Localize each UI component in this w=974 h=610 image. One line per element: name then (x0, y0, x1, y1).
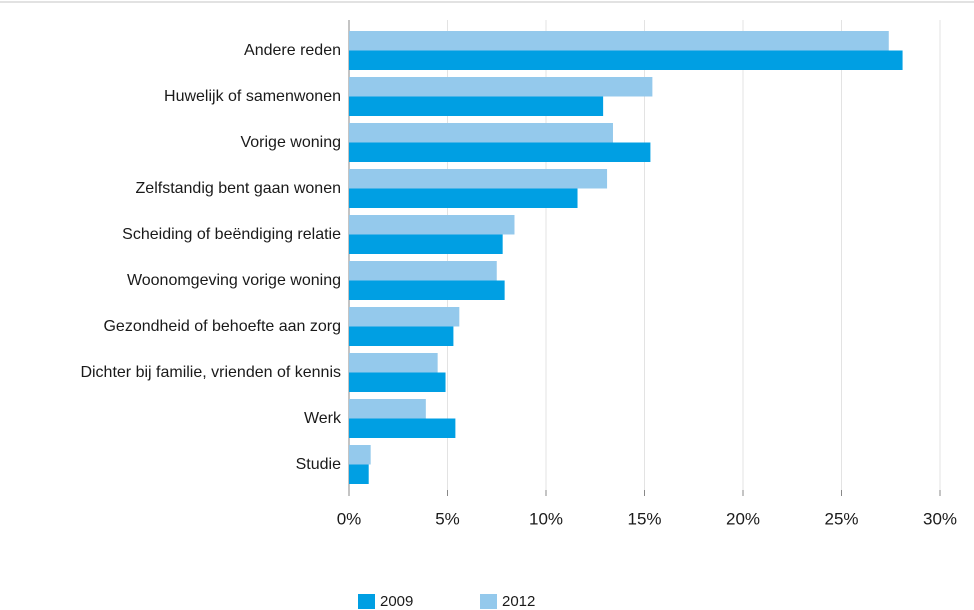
bar (349, 142, 651, 162)
bar (349, 307, 460, 327)
y-tick-label: Scheiding of beëndiging relatie (122, 226, 341, 243)
y-tick-label: Woonomgeving vorige woning (127, 272, 341, 289)
bar (349, 399, 426, 419)
y-tick-label: Gezondheid of behoefte aan zorg (103, 318, 341, 335)
bar (349, 234, 503, 254)
y-tick-label: Studie (296, 456, 341, 473)
y-tick-label: Andere reden (244, 42, 341, 59)
legend-label: 2012 (502, 593, 535, 610)
x-tick-label: 20% (726, 509, 760, 528)
x-tick-label: 15% (627, 509, 661, 528)
bar (349, 418, 456, 438)
bar (349, 353, 438, 373)
y-tick-label: Werk (304, 410, 342, 427)
x-tick-label: 0% (337, 509, 362, 528)
bar (349, 326, 454, 346)
y-tick-label: Vorige woning (240, 134, 341, 151)
bar (349, 188, 578, 208)
x-tick-label: 5% (435, 509, 460, 528)
bar (349, 372, 446, 392)
bar (349, 215, 515, 235)
bar (349, 77, 653, 97)
x-tick-label: 25% (824, 509, 858, 528)
x-tick-label: 30% (923, 509, 957, 528)
x-tick-label: 10% (529, 509, 563, 528)
y-tick-label: Huwelijk of samenwonen (164, 88, 341, 105)
legend-swatch (480, 594, 497, 609)
bar (349, 50, 903, 70)
bar (349, 445, 371, 465)
bar (349, 123, 613, 143)
y-tick-label: Dichter bij familie, vrienden of kennis (80, 364, 341, 381)
legend-swatch (358, 594, 375, 609)
bar (349, 96, 604, 116)
bar (349, 261, 497, 281)
bar (349, 31, 889, 51)
bar (349, 169, 608, 189)
bar (349, 464, 369, 484)
bar (349, 280, 505, 300)
y-tick-label: Zelfstandig bent gaan wonen (136, 180, 341, 197)
legend-label: 2009 (380, 593, 413, 610)
